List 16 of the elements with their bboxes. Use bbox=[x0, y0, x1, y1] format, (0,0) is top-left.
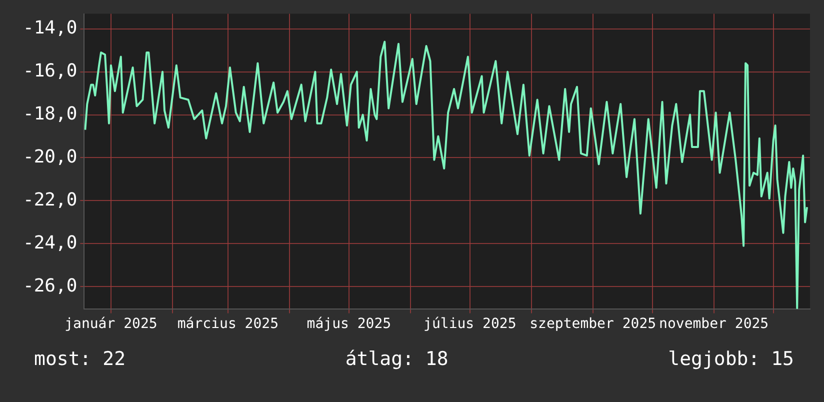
y-tick-label: -14,0 bbox=[22, 18, 78, 39]
x-tick-label: január 2025 bbox=[64, 316, 158, 332]
text: legjobb: 15 bbox=[668, 348, 794, 370]
y-tick-label: -22,0 bbox=[22, 189, 78, 210]
y-tick-label: -24,0 bbox=[22, 232, 78, 254]
x-tick-label: július 2025 bbox=[424, 316, 516, 332]
y-tick-label: -20,0 bbox=[22, 146, 78, 168]
x-tick-label: május 2025 bbox=[306, 316, 392, 332]
text: átlag: 18 bbox=[345, 348, 448, 370]
x-tick-label: november 2025 bbox=[659, 316, 769, 332]
y-tick-label: -16,0 bbox=[22, 60, 78, 82]
y-tick-label: -18,0 bbox=[22, 103, 78, 124]
text: most: 22 bbox=[34, 348, 126, 370]
y-tick-label: -26,0 bbox=[22, 275, 78, 296]
x-tick-label: március 2025 bbox=[177, 316, 279, 332]
x-tick-label: szeptember 2025 bbox=[530, 316, 656, 332]
